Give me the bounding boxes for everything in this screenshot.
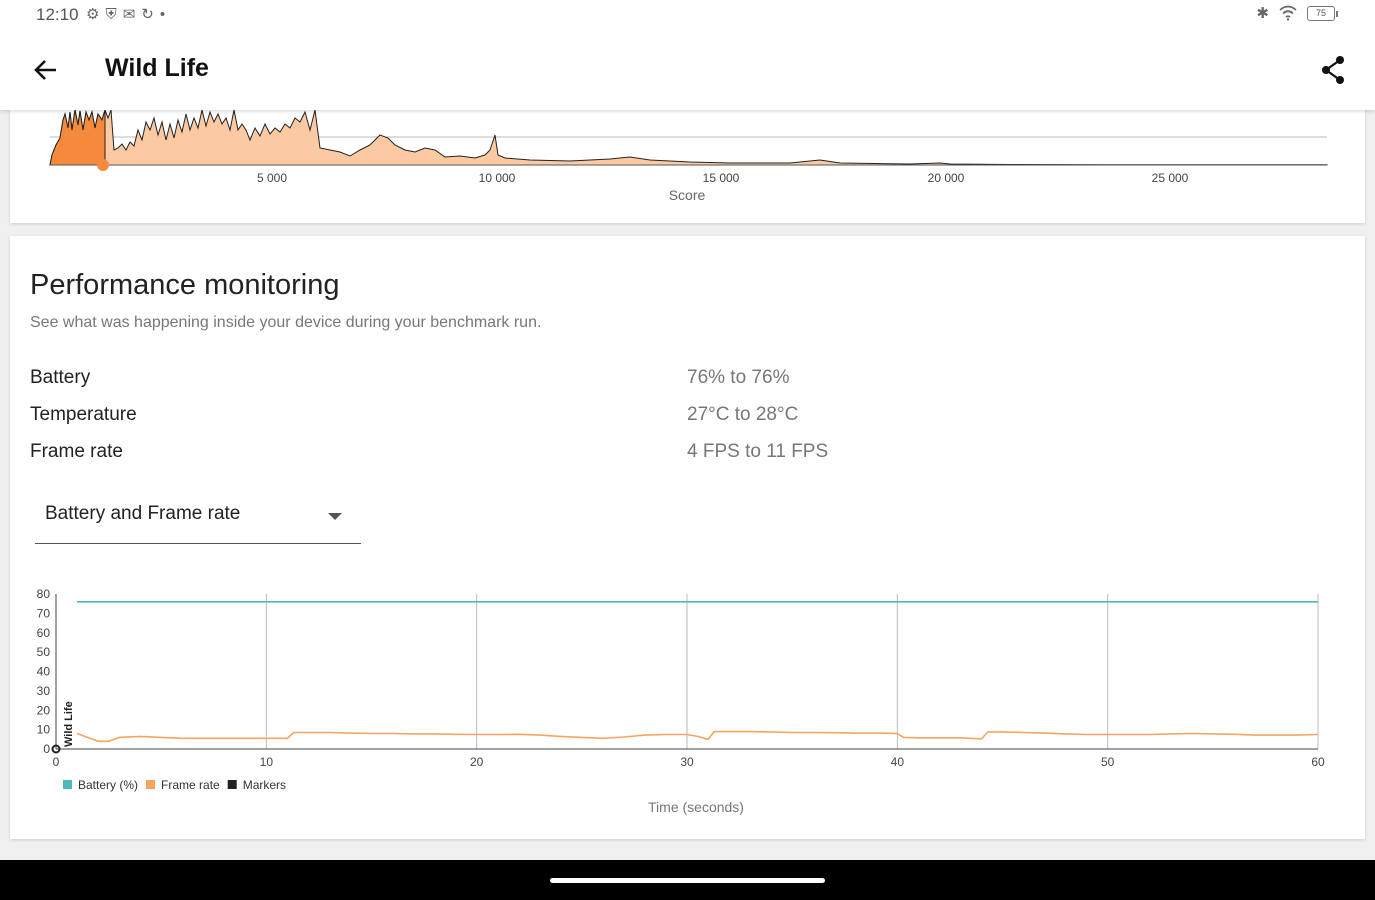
- x-tick-label: 50: [1101, 755, 1115, 769]
- legend-swatch: [63, 780, 72, 789]
- settings-icon: ⚙: [86, 6, 100, 23]
- chart-type-dropdown[interactable]: Battery and Frame rate: [35, 496, 361, 544]
- dot-icon: •: [159, 5, 166, 23]
- y-tick-label: 70: [37, 606, 51, 620]
- temperature-value: 27°C to 28°C: [687, 404, 799, 425]
- legend-label: Battery (%): [78, 778, 138, 792]
- x-tick-label: 40: [891, 755, 905, 769]
- marker-point: [51, 744, 61, 754]
- dropdown-selected-value: Battery and Frame rate: [45, 503, 241, 524]
- home-gesture-handle[interactable]: [550, 878, 825, 883]
- section-subtitle: See what was happening inside your devic…: [30, 314, 542, 331]
- status-notification-icons: ⚙ ⛨ ✉ ↻ •: [86, 5, 166, 24]
- score-axis-label: Score: [669, 187, 706, 203]
- mail-icon: ✉: [122, 6, 136, 23]
- y-tick-label: 50: [37, 645, 51, 659]
- back-button[interactable]: [30, 54, 62, 86]
- temperature-label: Temperature: [30, 404, 137, 425]
- legend-swatch: [227, 780, 237, 789]
- y-tick-label: 0: [43, 742, 50, 756]
- x-tick-label: 30: [680, 755, 694, 769]
- score-tick: 25 000: [1152, 171, 1189, 185]
- x-tick-label: 60: [1311, 755, 1325, 769]
- frame-rate-label: Frame rate: [30, 441, 123, 462]
- score-tick: 20 000: [928, 171, 965, 185]
- shield-icon: ⛨: [105, 5, 117, 23]
- app-bar: Wild Life: [0, 30, 1375, 110]
- score-highlight-area: [49, 109, 106, 166]
- legend-label: Frame rate: [161, 778, 220, 792]
- battery-label: Battery: [30, 367, 91, 388]
- score-tick: 5 000: [257, 171, 287, 185]
- y-tick-label: 30: [37, 684, 51, 698]
- status-bar: 12:10 ⚙ ⛨ ✉ ↻ • ✱ 75: [0, 0, 1375, 30]
- wifi-icon: [1279, 5, 1297, 21]
- y-tick-label: 20: [37, 703, 51, 717]
- performance-chart: 0 10 20 30 40 50 60 0 10 20 30 40 50 60 70 80 Wild Life B…: [37, 587, 1325, 815]
- x-tick-label: 10: [260, 755, 274, 769]
- legend-swatch: [146, 780, 156, 789]
- share-icon: [1322, 56, 1344, 84]
- status-time: 12:10: [36, 5, 79, 24]
- performance-card: Performance monitoring See what was happ…: [10, 236, 1365, 839]
- status-system-icons: ✱ 75: [1256, 4, 1338, 22]
- share-button[interactable]: [1317, 54, 1349, 86]
- marker-label: Wild Life: [63, 701, 75, 747]
- arrow-back-icon: [34, 60, 56, 80]
- y-tick-label: 40: [37, 665, 51, 679]
- y-tick-label: 60: [37, 626, 51, 640]
- sync-icon: ↻: [141, 6, 154, 23]
- score-distribution-card: 5 000 10 000 15 000 20 000 25 000 Score: [10, 100, 1365, 223]
- score-tick: 15 000: [703, 171, 740, 185]
- dropdown-arrow-icon: [328, 513, 342, 520]
- y-tick-label: 80: [37, 587, 51, 601]
- score-tick: 10 000: [479, 171, 516, 185]
- legend-label: Markers: [243, 778, 286, 792]
- frame-rate-value: 4 FPS to 11 FPS: [687, 441, 829, 462]
- x-axis-title: Time (seconds): [648, 799, 744, 815]
- series-line-frame-rate: [76, 730, 1319, 743]
- bluetooth-icon: ✱: [1256, 5, 1269, 22]
- page-title: Wild Life: [105, 54, 209, 82]
- y-tick-label: 10: [37, 723, 51, 737]
- battery-icon: 75: [1307, 5, 1338, 21]
- device-score-marker: [97, 159, 109, 171]
- battery-value: 76% to 76%: [687, 367, 790, 388]
- x-tick-label: 0: [53, 755, 60, 769]
- x-tick-label: 20: [470, 755, 484, 769]
- navigation-bar: [0, 860, 1375, 900]
- section-title: Performance monitoring: [30, 269, 340, 301]
- score-distribution-chart: 5 000 10 000 15 000 20 000 25 000 Score: [49, 108, 1328, 203]
